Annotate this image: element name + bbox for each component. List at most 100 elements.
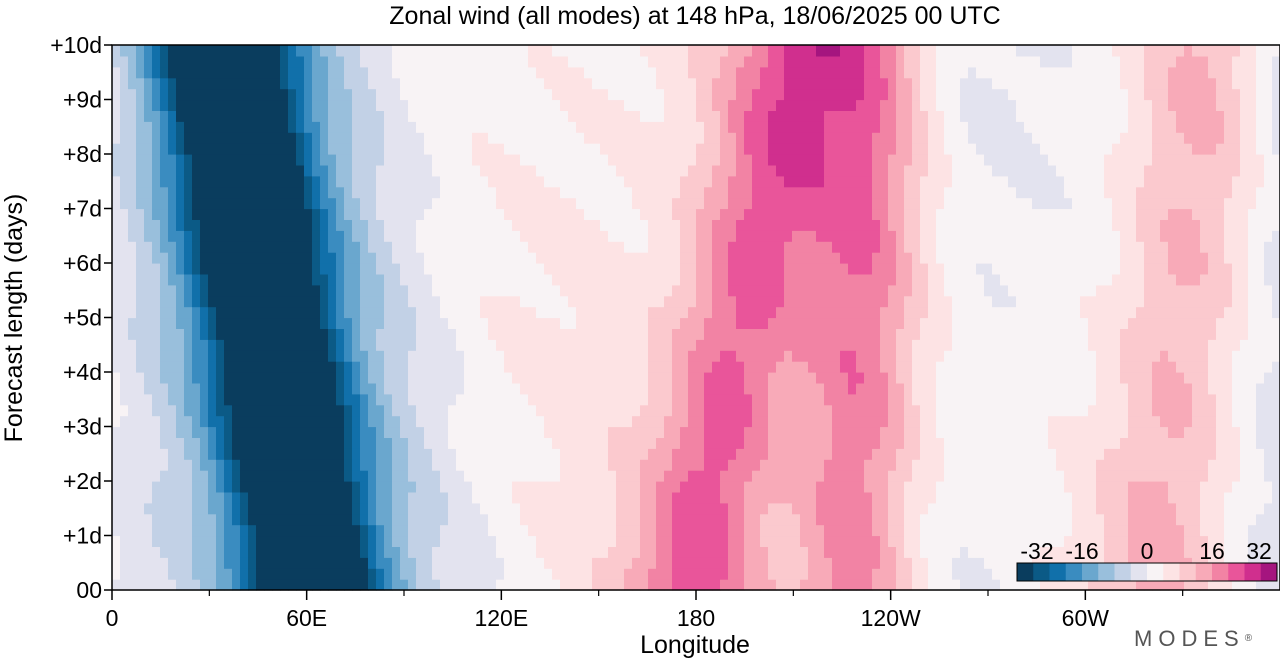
field-cell	[576, 557, 585, 569]
field-cell	[648, 154, 657, 166]
field-cell	[672, 470, 681, 482]
field-cell	[464, 535, 473, 547]
field-cell	[288, 284, 297, 297]
field-cell	[872, 491, 881, 504]
field-cell	[168, 459, 177, 471]
field-cell	[704, 535, 713, 547]
field-cell	[440, 284, 449, 297]
field-cell	[776, 361, 785, 373]
field-cell	[744, 361, 753, 373]
field-cell	[464, 437, 473, 449]
field-cell	[816, 284, 825, 297]
field-cell	[656, 437, 665, 449]
field-cell	[584, 295, 593, 308]
field-cell	[696, 154, 705, 166]
field-cell	[320, 404, 329, 417]
field-cell	[896, 230, 905, 242]
field-cell	[664, 55, 673, 68]
field-cell	[376, 45, 385, 57]
field-cell	[392, 535, 401, 547]
field-cell	[712, 164, 721, 177]
field-cell	[712, 339, 721, 351]
field-cell	[408, 219, 417, 231]
field-cell	[256, 66, 265, 79]
field-cell	[272, 350, 281, 362]
field-cell	[376, 186, 385, 199]
field-cell	[344, 491, 353, 504]
field-cell	[464, 164, 473, 177]
field-cell	[760, 459, 769, 471]
field-cell	[120, 404, 129, 417]
field-cell	[480, 197, 489, 210]
field-cell	[616, 186, 625, 199]
field-cell	[120, 55, 129, 68]
field-cell	[456, 186, 465, 199]
field-cell	[208, 481, 217, 493]
field-cell	[560, 197, 569, 210]
field-cell	[336, 350, 345, 362]
field-cell	[136, 306, 145, 319]
field-cell	[672, 535, 681, 547]
field-cell	[304, 328, 313, 340]
field-cell	[344, 197, 353, 210]
field-cell	[264, 164, 273, 177]
field-cell	[280, 328, 289, 340]
field-cell	[240, 77, 249, 90]
field-cell	[696, 143, 705, 155]
field-cell	[488, 513, 497, 526]
field-cell	[824, 491, 833, 504]
field-cell	[576, 132, 585, 144]
field-cell	[896, 579, 905, 591]
field-cell	[408, 110, 417, 122]
field-cell	[232, 121, 241, 133]
field-cell	[744, 241, 753, 253]
field-cell	[112, 372, 121, 384]
field-cell	[432, 350, 441, 362]
field-cell	[424, 45, 433, 57]
field-cell	[832, 372, 841, 384]
field-cell	[872, 524, 881, 537]
field-cell	[824, 339, 833, 351]
field-cell	[136, 317, 145, 329]
field-cell	[488, 491, 497, 504]
field-cell	[568, 317, 577, 329]
field-cell	[152, 164, 161, 177]
field-cell	[816, 328, 825, 340]
field-cell	[256, 99, 265, 111]
field-cell	[136, 45, 145, 57]
field-cell	[264, 154, 273, 166]
field-cell	[424, 66, 433, 79]
field-cell	[520, 328, 529, 340]
field-cell	[208, 197, 217, 210]
field-cell	[168, 77, 177, 90]
field-cell	[488, 284, 497, 297]
field-cell	[568, 306, 577, 319]
field-cell	[192, 186, 201, 199]
field-cell	[608, 197, 617, 210]
field-cell	[136, 154, 145, 166]
field-cell	[240, 524, 249, 537]
field-cell	[488, 230, 497, 242]
field-cell	[248, 502, 257, 515]
field-cell	[360, 481, 369, 493]
field-cell	[360, 295, 369, 308]
field-cell	[216, 241, 225, 253]
field-cell	[112, 99, 121, 111]
field-cell	[384, 415, 393, 428]
field-cell	[696, 99, 705, 111]
field-cell	[352, 382, 361, 395]
field-cell	[856, 470, 865, 482]
field-cell	[360, 579, 369, 591]
field-cell	[248, 524, 257, 537]
field-cell	[144, 513, 153, 526]
field-cell	[392, 524, 401, 537]
field-cell	[376, 568, 385, 580]
field-cell	[736, 197, 745, 210]
field-cell	[600, 361, 609, 373]
field-cell	[208, 415, 217, 428]
field-cell	[424, 382, 433, 395]
field-cell	[872, 415, 881, 428]
field-cell	[856, 579, 865, 591]
field-cell	[464, 197, 473, 210]
field-cell	[480, 284, 489, 297]
